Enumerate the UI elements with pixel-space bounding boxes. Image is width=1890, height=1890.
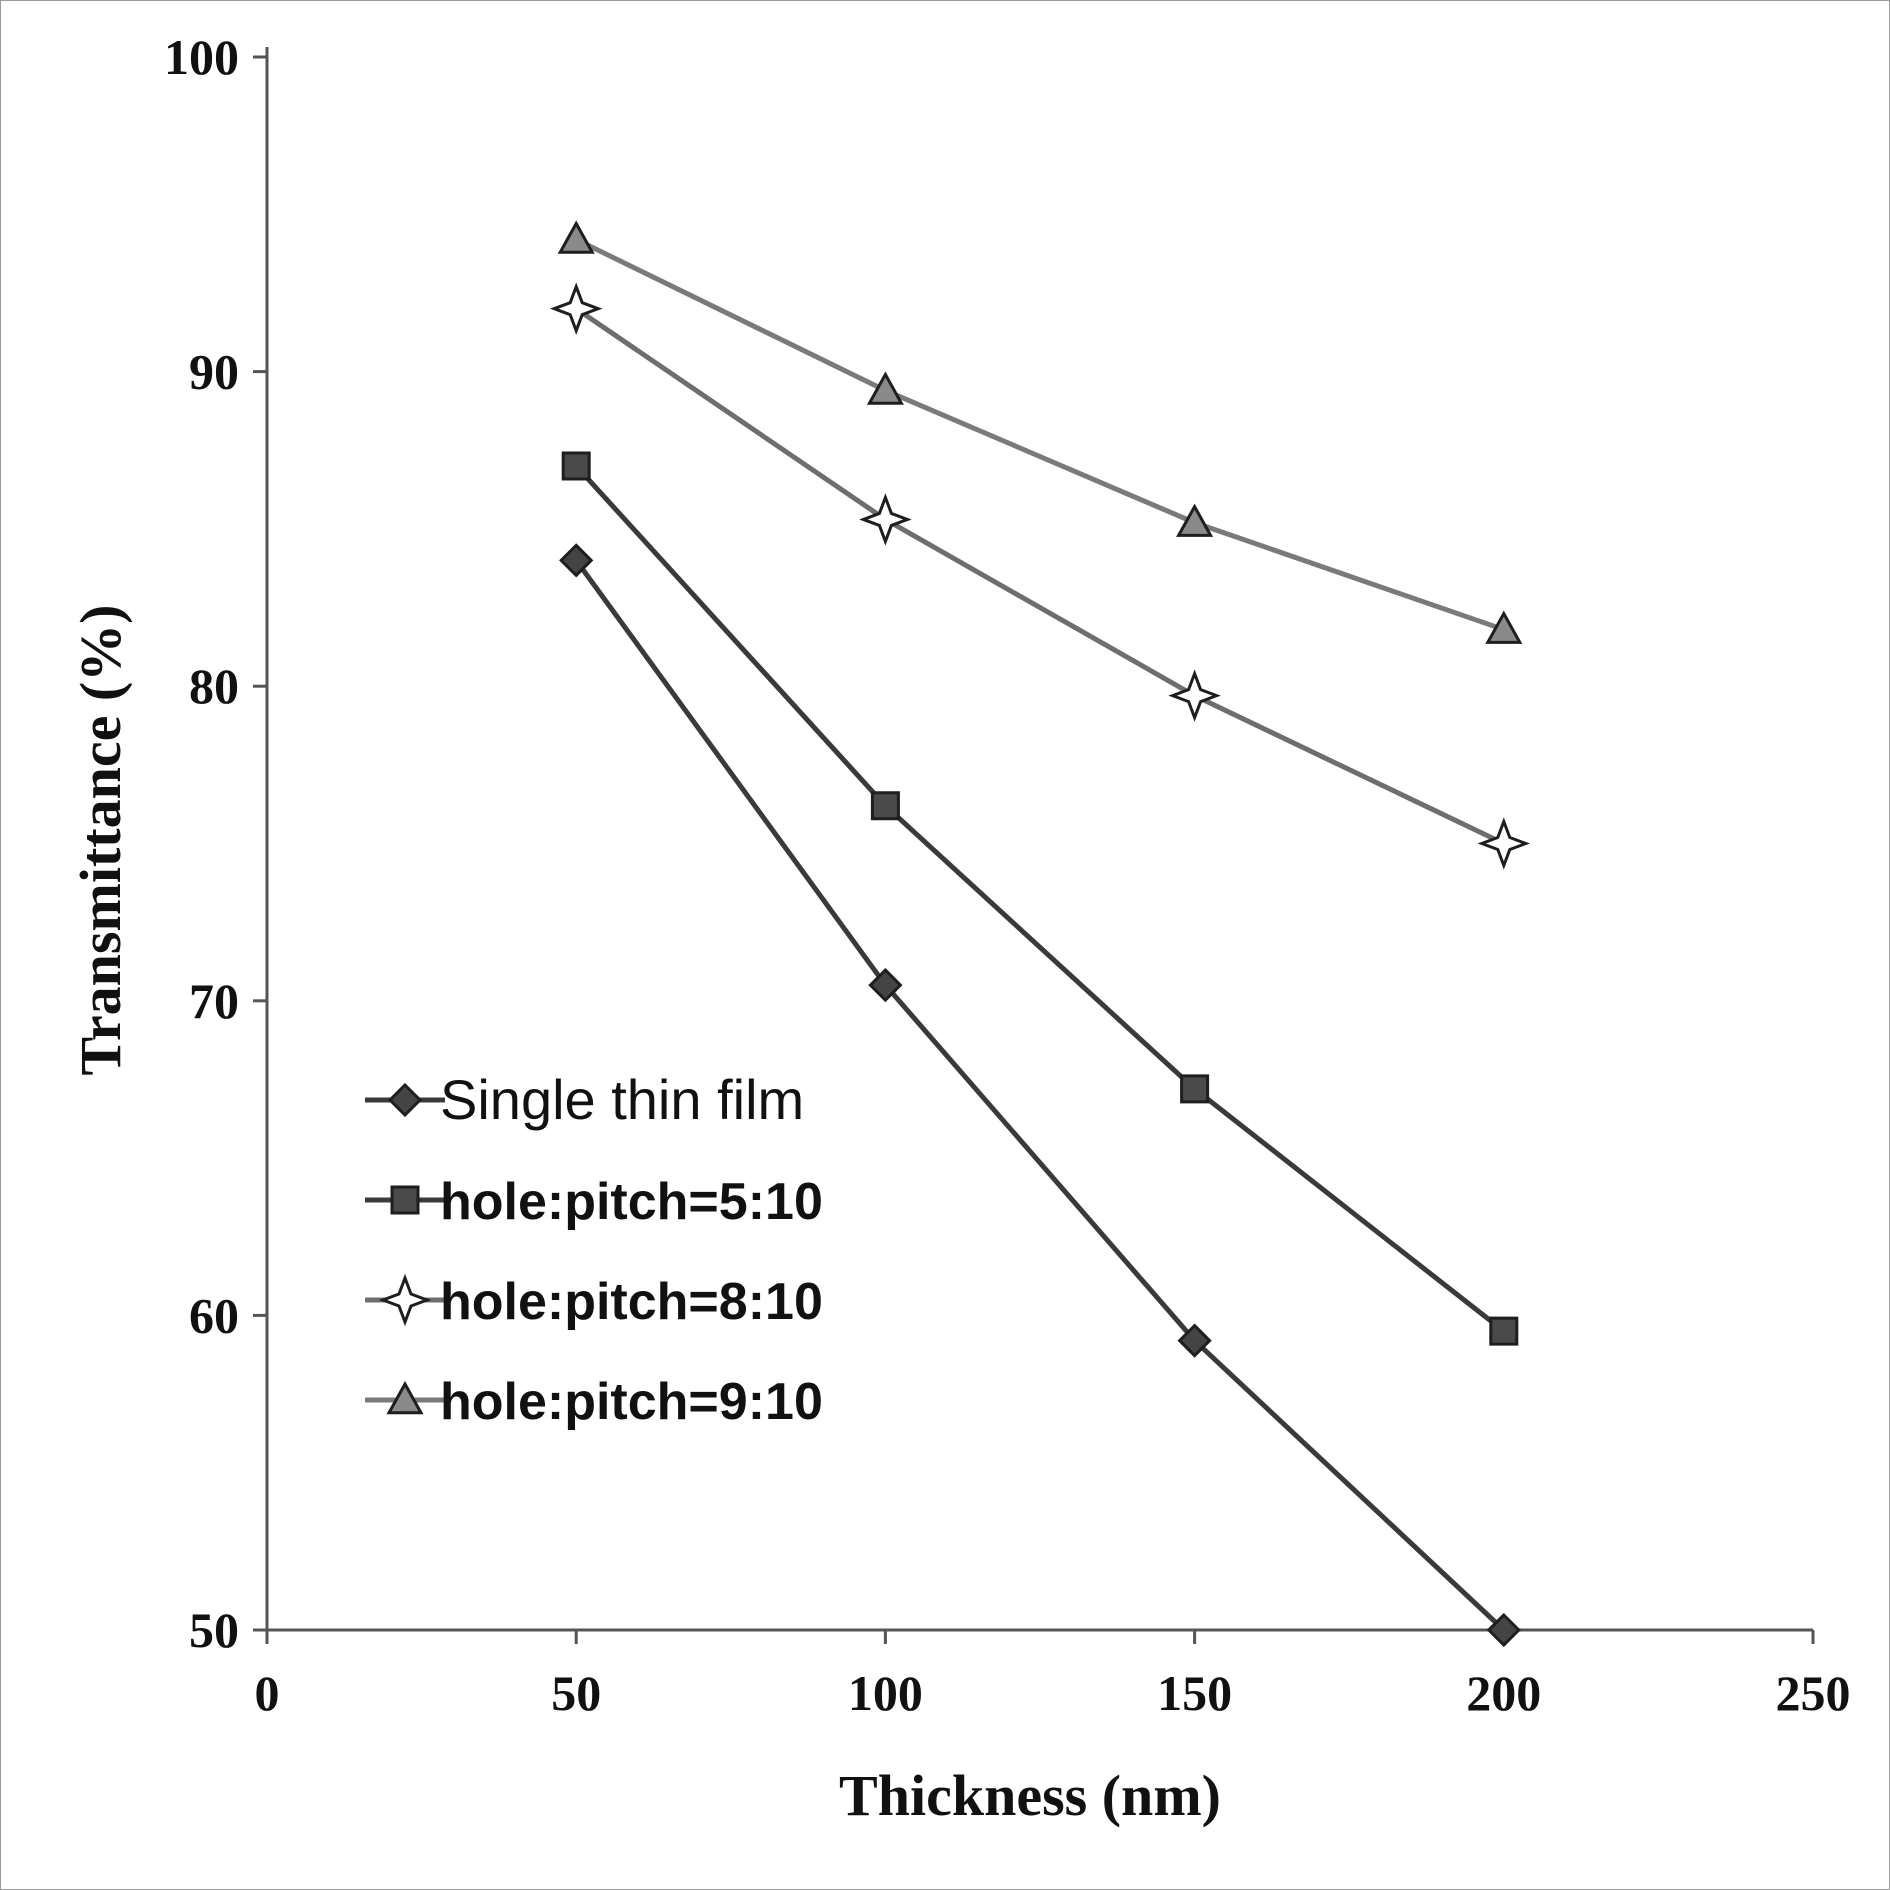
series-line: [574, 306, 1505, 846]
series-group: [549, 220, 1531, 1648]
y-tick-label: 60: [189, 1287, 239, 1343]
y-axis-title: Transmittance (%): [68, 605, 133, 1076]
y-tick-label: 90: [189, 344, 239, 400]
series-2: [549, 282, 1531, 870]
series-line: [574, 464, 1506, 1334]
legend-label: Single thin film: [440, 1068, 804, 1131]
legend-marker: [378, 1273, 432, 1327]
legend-marker: [386, 1380, 424, 1415]
data-point: [557, 220, 595, 254]
data-point: [549, 282, 603, 335]
series-3: [557, 220, 1523, 644]
series-line: [575, 237, 1505, 632]
ticks: 50 60 70 80 90 100 0 50 100 150 200 250: [164, 29, 1851, 1721]
series-line: [574, 558, 1506, 1632]
data-point: [859, 493, 912, 546]
legend-item: hole:pitch=9:10: [365, 1373, 823, 1431]
data-point: [1477, 817, 1531, 870]
data-point: [1168, 669, 1221, 722]
legend-marker: [387, 1082, 423, 1118]
legend: Single thin film hole:pitch=5:10 hole:pitc…: [365, 1068, 823, 1431]
y-tick-label: 70: [189, 973, 239, 1029]
y-tick-label: 80: [189, 658, 239, 714]
x-tick-label: 200: [1466, 1665, 1541, 1721]
legend-label: hole:pitch=8:10: [440, 1273, 823, 1331]
x-tick-label: 100: [848, 1665, 923, 1721]
data-point: [559, 543, 594, 578]
data-point: [1180, 1074, 1210, 1104]
y-tick-label: 100: [164, 29, 239, 85]
x-tick-label: 0: [255, 1665, 280, 1721]
data-point: [1485, 610, 1523, 644]
data-point: [1486, 1612, 1521, 1648]
legend-marker: [390, 1185, 420, 1215]
legend-item: hole:pitch=5:10: [365, 1173, 823, 1231]
data-point: [561, 451, 591, 481]
data-point: [1177, 1323, 1212, 1358]
series-1: [561, 451, 1519, 1346]
legend-item: Single thin film: [365, 1068, 804, 1131]
axes: [265, 47, 1813, 1632]
data-point: [1489, 1316, 1519, 1346]
data-point: [868, 967, 903, 1003]
x-tick-label: 250: [1776, 1665, 1851, 1721]
data-point: [870, 791, 900, 821]
data-point: [1176, 503, 1214, 537]
legend-label: hole:pitch=9:10: [440, 1373, 823, 1431]
legend-item: hole:pitch=8:10: [365, 1273, 823, 1331]
series-0: [559, 543, 1521, 1648]
legend-label: hole:pitch=5:10: [440, 1173, 823, 1231]
data-point: [866, 371, 904, 405]
x-tick-label: 50: [551, 1665, 601, 1721]
y-tick-label: 50: [189, 1602, 239, 1658]
x-tick-label: 150: [1157, 1665, 1232, 1721]
x-axis-title: Thickness (nm): [839, 1763, 1221, 1828]
